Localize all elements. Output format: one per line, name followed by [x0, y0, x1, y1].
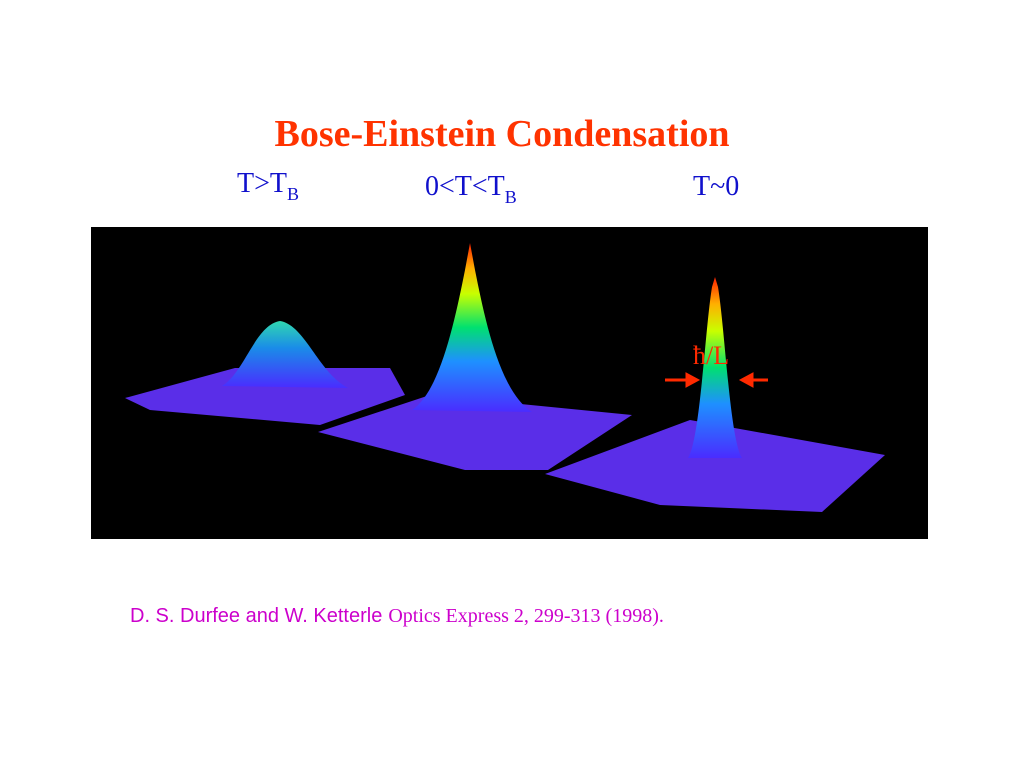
label-sub: B: [505, 187, 517, 207]
citation: D. S. Durfee and W. Ketterle Optics Expre…: [130, 605, 664, 627]
arrow-head: [685, 372, 701, 388]
annotation: ħ/L: [693, 341, 729, 370]
label-sub: B: [287, 184, 299, 204]
label-main: T>T: [237, 168, 287, 199]
label-main: T~0: [693, 171, 739, 202]
plane: [545, 420, 885, 512]
label: 0<T<TB: [425, 171, 517, 207]
peak: [222, 321, 348, 388]
arrows: [665, 372, 768, 388]
citation-authors: D. S. Durfee and W. Ketterle: [130, 605, 382, 627]
slide-title: Bose-Einstein Condensation: [274, 113, 729, 155]
peak: [688, 277, 742, 458]
label: T~0: [693, 171, 739, 202]
peak: [412, 243, 532, 412]
citation-reference: Optics Express 2, 299-313 (1998).: [388, 605, 664, 627]
plane: [318, 395, 632, 470]
label-main: 0<T<T: [425, 171, 505, 202]
label: T>TB: [237, 168, 299, 204]
arrow-head: [738, 372, 754, 388]
